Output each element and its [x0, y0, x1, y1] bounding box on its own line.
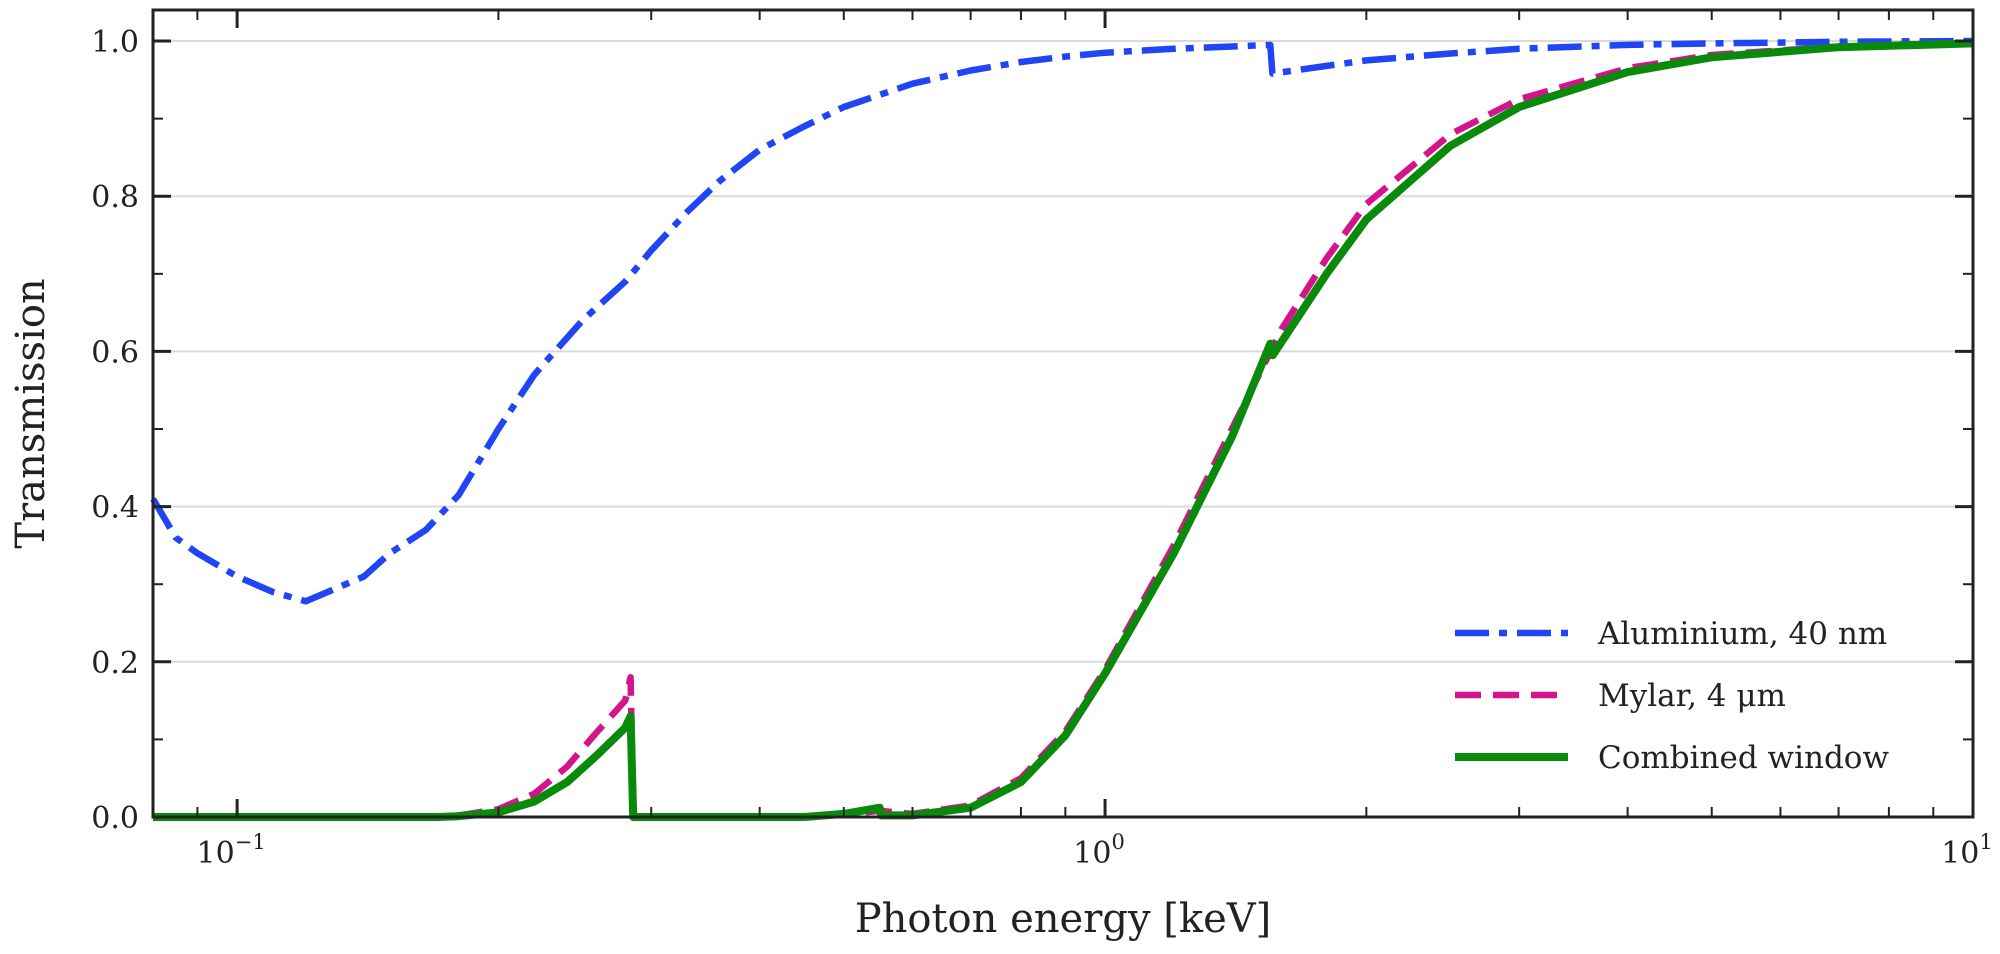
- legend-label-2: Mylar, 4 μm: [1598, 678, 1786, 714]
- y-tick-label: 0.8: [91, 180, 139, 215]
- series-line-1: [150, 37, 1974, 605]
- series-line-2: [153, 39, 1974, 821]
- y-tick-label: 1.0: [91, 25, 139, 60]
- x-tick-label: 101: [1941, 830, 1993, 871]
- x-tick-label: 100: [1073, 830, 1125, 871]
- x-tick-label: 10−1: [197, 830, 266, 871]
- y-axis-label: Transmission: [8, 278, 54, 548]
- tick-labels: 0.0 0.2 0.4 0.6 0.8 1.0 10−1 100 101: [91, 25, 1993, 871]
- legend-label-3: Combined window: [1598, 740, 1889, 776]
- legend-label-1: Aluminium, 40 nm: [1597, 616, 1887, 652]
- y-tick-label: 0.4: [91, 491, 139, 526]
- plot-frame: [151, 8, 1975, 819]
- y-tick-label: 0.0: [91, 801, 139, 836]
- y-tick-label: 0.6: [91, 335, 139, 370]
- x-axis-label: Photon energy [keV]: [855, 896, 1272, 942]
- y-tick-label: 0.2: [91, 646, 139, 681]
- legend: Aluminium, 40 nm Mylar, 4 μm Combined wind…: [1455, 616, 1889, 776]
